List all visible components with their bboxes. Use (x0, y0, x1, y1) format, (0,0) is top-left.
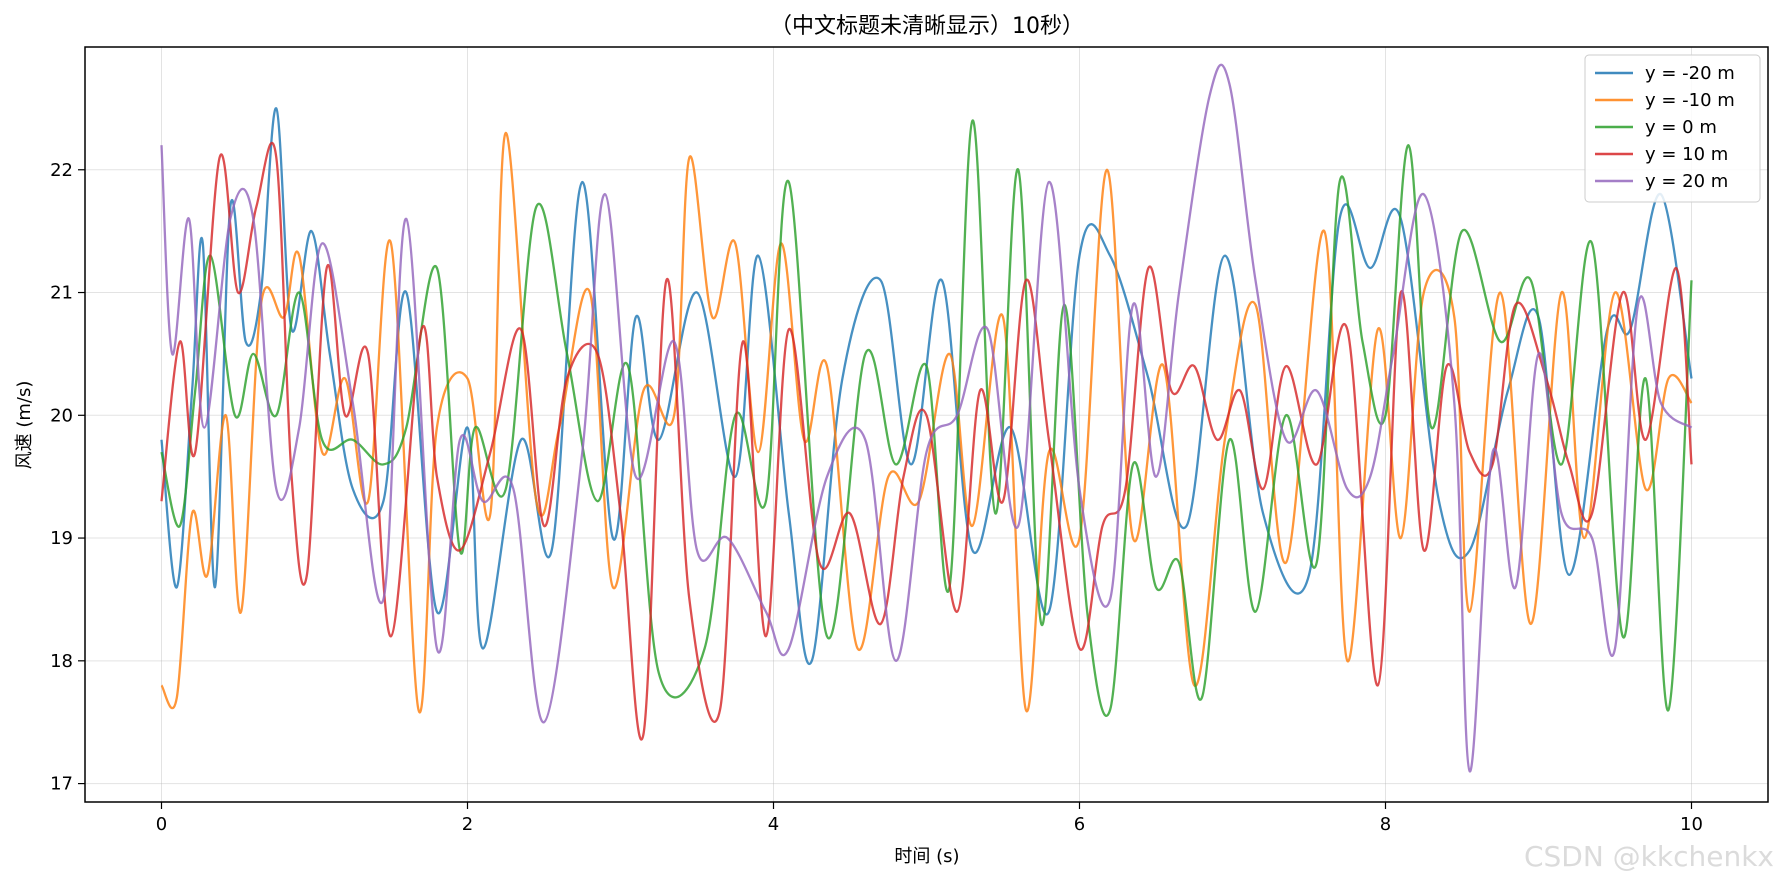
x-tick-label: 4 (768, 814, 779, 835)
legend-label: y = 20 m (1645, 171, 1728, 192)
y-tick-label: 20 (50, 405, 73, 426)
legend: y = -20 m y = -10 m y = 0 m y = 10 m y = 20 … (1584, 54, 1761, 203)
plot-frame (84, 46, 1769, 803)
watermark: CSDN @kkchenkx (1523, 840, 1774, 873)
y-tick-label: 21 (50, 283, 73, 304)
x-tick-label: 8 (1380, 814, 1391, 835)
x-tick-label: 2 (462, 814, 473, 835)
y-tick-label: 17 (50, 774, 73, 795)
legend-box (1584, 54, 1761, 203)
series-line-3 (160, 141, 1693, 741)
y-tick-label: 18 (50, 651, 73, 672)
x-axis-label: 时间 (s) (894, 846, 959, 867)
y-tick-label: 19 (50, 528, 73, 549)
x-tick-label: 6 (1074, 814, 1085, 835)
series-line-4 (160, 63, 1693, 773)
chart-title: （中文标题未清晰显示）10秒） (770, 14, 1084, 39)
legend-label: y = 10 m (1645, 144, 1728, 165)
x-tick-label: 0 (156, 814, 167, 835)
series-line-1 (160, 131, 1693, 714)
legend-label: y = -10 m (1645, 90, 1735, 111)
series-line-2 (160, 119, 1693, 717)
y-tick-label: 22 (50, 160, 73, 181)
ticks-layer: 0 2 4 6 8 10 17 18 19 20 21 22 (50, 160, 1703, 835)
legend-label: y = 0 m (1645, 117, 1717, 138)
x-tick-label: 10 (1680, 814, 1703, 835)
series-layer (160, 63, 1693, 773)
y-axis-label: 风速 (m/s) (14, 381, 35, 470)
legend-label: y = -20 m (1645, 63, 1735, 84)
